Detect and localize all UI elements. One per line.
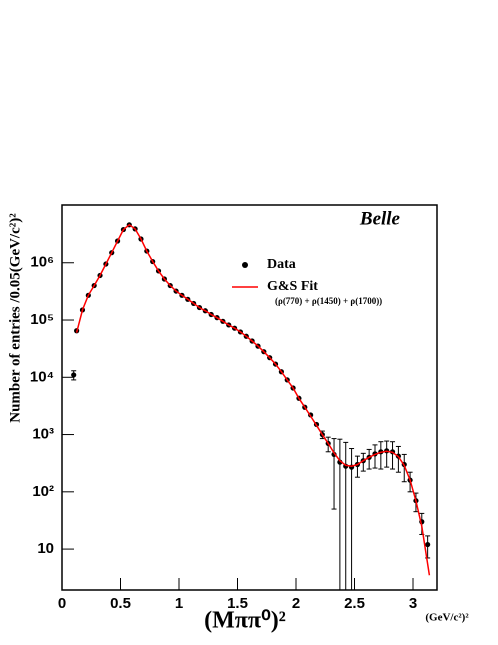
legend-label: Data	[267, 257, 296, 272]
y-tick-label: 10⁵	[30, 311, 54, 328]
y-tick-label: 10²	[32, 483, 54, 500]
x-axis-unit: (GeV/c²)²	[425, 612, 469, 624]
x-axis-label: (Mππ⁰)²	[204, 608, 286, 634]
x-tick-label: 2.5	[344, 595, 365, 612]
plot-frame	[61, 204, 438, 591]
data-point	[71, 372, 77, 378]
x-tick-label: 1.5	[227, 595, 248, 612]
data-point	[425, 541, 431, 548]
y-tick-label: 10	[37, 540, 54, 557]
legend-marker	[242, 262, 248, 268]
y-tick-label: 10⁶	[30, 254, 54, 271]
y-axis-label: Number of entries /0.05(GeV/c²)²	[7, 213, 23, 423]
x-tick-label: 3	[409, 595, 417, 612]
x-tick-label: 1	[175, 595, 183, 612]
x-tick-label: 0	[58, 595, 66, 612]
legend-label: G&S Fit	[267, 279, 318, 294]
y-tick-label: 10³	[32, 426, 54, 443]
legend-note: (ρ(770) + ρ(1450) + ρ(1700))	[275, 296, 382, 306]
x-tick-label: 0.5	[110, 595, 131, 612]
annotation: Belle	[359, 208, 401, 229]
x-tick-label: 2	[292, 595, 300, 612]
fit-line	[75, 223, 431, 576]
y-tick-label: 10⁴	[30, 368, 54, 385]
